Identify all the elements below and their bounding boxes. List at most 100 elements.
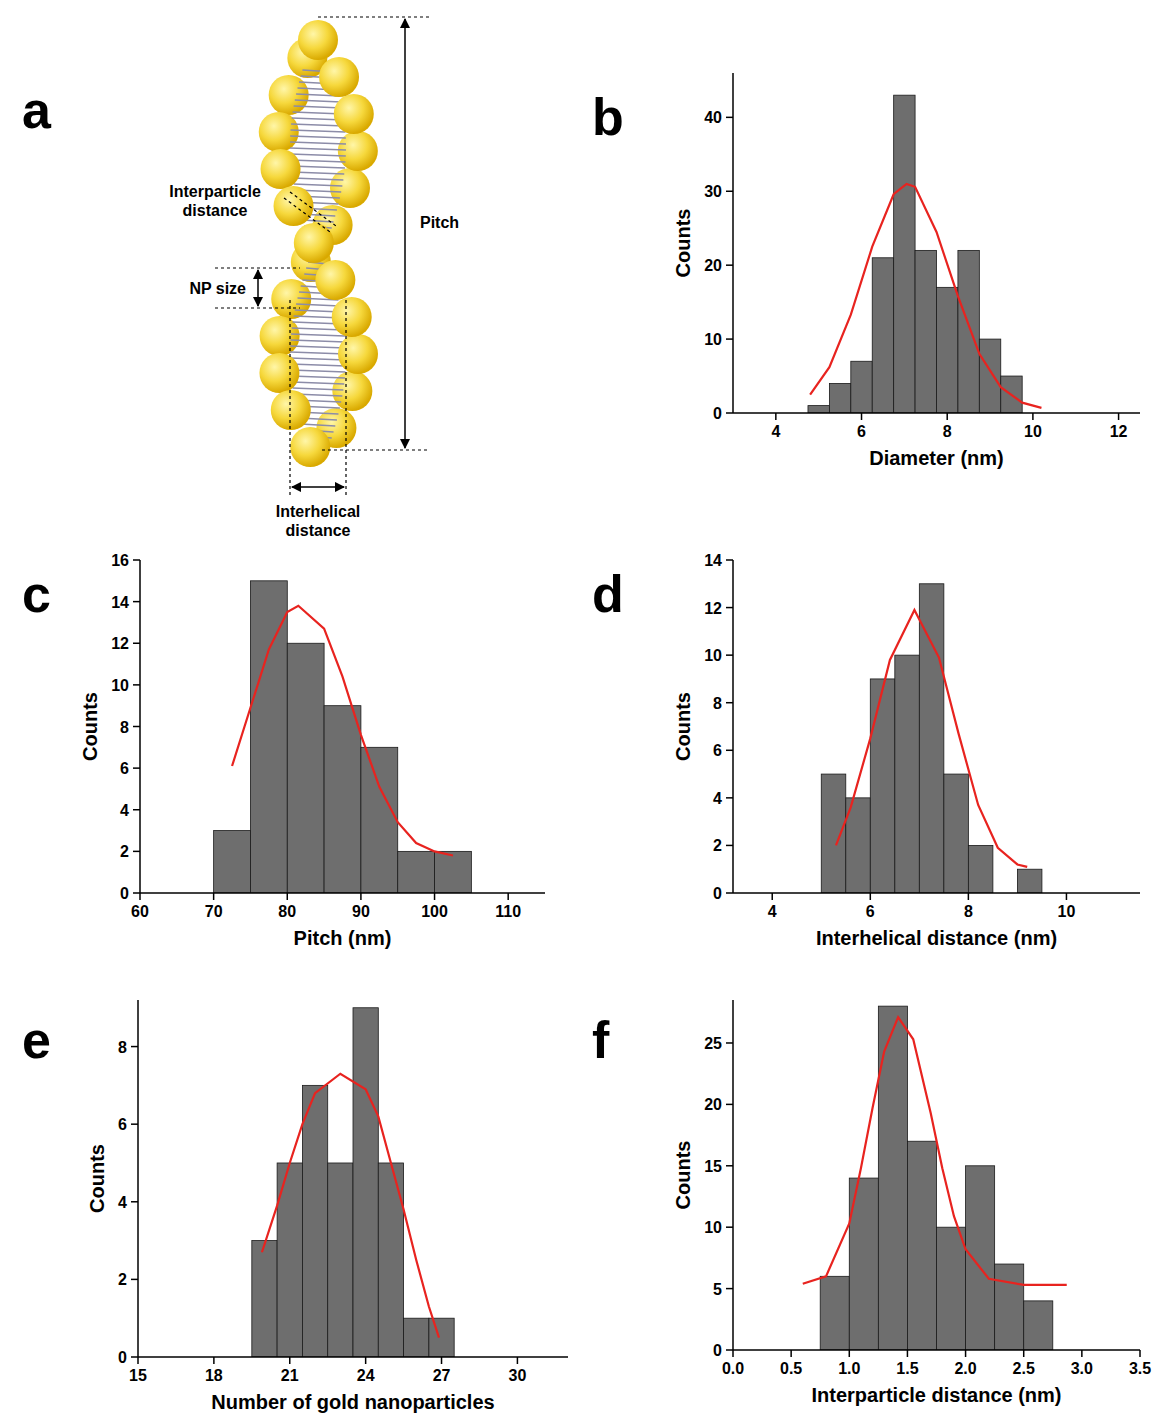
x-tick <box>861 413 863 420</box>
x-tick-label: 4 <box>768 903 777 920</box>
y-tick-label: 25 <box>704 1035 722 1052</box>
y-tick <box>726 412 733 414</box>
x-tick <box>775 413 777 420</box>
y-tick-label: 30 <box>704 183 722 200</box>
diagram-label: Interhelical distance <box>276 503 360 539</box>
y-tick-label: 10 <box>111 677 129 694</box>
x-tick-label: 6 <box>857 423 866 440</box>
dashed-guide <box>290 192 336 226</box>
histogram-panel: 0.00.51.01.52.02.53.03.50510152025Interp… <box>672 1000 1151 1406</box>
dna-base-pair <box>290 142 346 144</box>
dna-base-pair <box>291 130 346 132</box>
diagram-label: Pitch <box>420 214 459 231</box>
x-tick <box>1081 1350 1083 1357</box>
histogram-bar <box>907 1141 936 1350</box>
y-tick-label: 0 <box>120 885 129 902</box>
gold-nanoparticle <box>261 149 301 189</box>
x-tick-label: 21 <box>281 1367 299 1384</box>
y-axis-title: Counts <box>86 1144 108 1213</box>
x-tick <box>287 893 289 900</box>
x-tick-label: 2.0 <box>954 1360 976 1377</box>
x-tick-label: 8 <box>943 423 952 440</box>
y-tick-label: 40 <box>704 109 722 126</box>
x-tick <box>870 893 872 900</box>
y-tick <box>726 1288 733 1290</box>
y-tick <box>726 1042 733 1044</box>
y-axis-title: Counts <box>672 692 694 761</box>
x-tick <box>137 1357 139 1364</box>
histogram-bar <box>895 655 920 893</box>
x-tick <box>965 1350 967 1357</box>
label-line: Interhelical <box>276 503 360 520</box>
x-axis-line <box>733 1349 1140 1351</box>
x-tick-label: 60 <box>131 903 149 920</box>
y-tick <box>726 191 733 193</box>
y-tick-label: 10 <box>704 331 722 348</box>
dna-base-pair <box>293 178 344 180</box>
x-tick-label: 10 <box>1024 423 1042 440</box>
x-tick-label: 1.5 <box>896 1360 918 1377</box>
histogram-bar <box>821 774 846 893</box>
dashed-guide <box>289 300 290 496</box>
histogram-panel: 4681012010203040Diameter (nm)Counts <box>672 73 1140 469</box>
panel-letter: f <box>592 1011 610 1069</box>
y-tick-label: 2 <box>120 843 129 860</box>
x-tick-label: 10 <box>1058 903 1076 920</box>
gold-nanoparticle <box>332 297 372 337</box>
y-axis-title: Counts <box>672 1141 694 1210</box>
y-tick-label: 6 <box>713 742 722 759</box>
histogram-bar <box>287 643 324 893</box>
y-tick <box>133 767 140 769</box>
dna-base-pair <box>290 346 346 348</box>
x-axis-title: Pitch (nm) <box>294 927 392 949</box>
y-tick-label: 2 <box>118 1271 127 1288</box>
y-tick <box>131 1356 138 1358</box>
y-tick <box>726 750 733 752</box>
dna-base-pair <box>292 382 344 384</box>
histogram-bar <box>820 1276 849 1350</box>
y-tick <box>131 1123 138 1125</box>
x-tick-label: 12 <box>1110 423 1128 440</box>
y-tick <box>726 607 733 609</box>
histogram-bar <box>1017 869 1042 893</box>
dna-base-pair <box>296 304 340 306</box>
histogram-bar <box>324 706 361 893</box>
x-tick-label: 100 <box>421 903 448 920</box>
y-tick-label: 12 <box>111 635 129 652</box>
x-tick <box>434 893 436 900</box>
label-line: Interparticle <box>169 183 261 200</box>
dashed-guide <box>284 198 330 232</box>
dna-base-pair <box>291 340 346 342</box>
y-axis-line <box>732 560 734 893</box>
gold-nanoparticle <box>338 131 378 171</box>
gaussian-fit <box>232 606 453 856</box>
histogram-bar <box>435 851 472 893</box>
x-tick <box>441 1357 443 1364</box>
gold-nanoparticle <box>315 260 355 300</box>
y-tick-label: 8 <box>120 719 129 736</box>
x-axis-line <box>733 412 1140 414</box>
histogram-bar <box>214 831 251 893</box>
x-tick-label: 24 <box>357 1367 375 1384</box>
histogram-bar <box>851 361 872 413</box>
panel-letter: e <box>22 1011 51 1069</box>
histogram-bar <box>919 584 944 893</box>
x-tick <box>507 893 509 900</box>
label-line: distance <box>286 522 351 539</box>
dna-base-pair <box>295 100 341 102</box>
y-tick <box>133 726 140 728</box>
y-tick-label: 8 <box>713 695 722 712</box>
histogram-bar <box>328 1163 353 1357</box>
x-tick-label: 6 <box>866 903 875 920</box>
dna-base-pair <box>290 358 346 360</box>
dashed-guide <box>322 449 430 450</box>
y-tick-label: 2 <box>713 837 722 854</box>
x-tick <box>968 893 970 900</box>
x-tick-label: 15 <box>129 1367 147 1384</box>
gold-nanoparticle <box>338 334 378 374</box>
y-tick-label: 15 <box>704 1158 722 1175</box>
y-axis-title: Counts <box>672 209 694 278</box>
y-tick-label: 4 <box>120 802 129 819</box>
x-tick <box>907 1350 909 1357</box>
y-tick <box>726 845 733 847</box>
